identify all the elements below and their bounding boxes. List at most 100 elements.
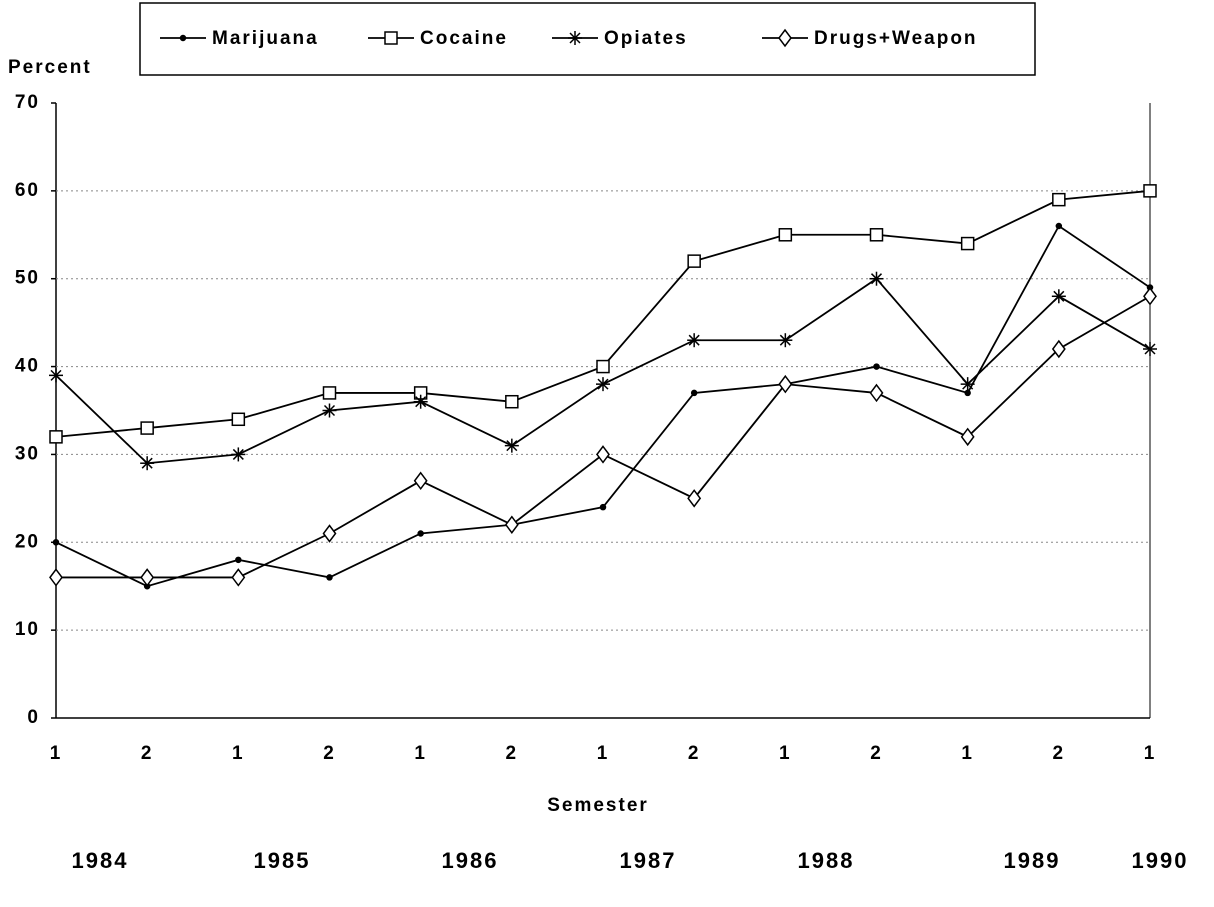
x-tick-label: 2 (870, 743, 883, 764)
marker-square (140, 421, 154, 435)
marker-asterisk (1144, 343, 1156, 355)
series-line (55, 189, 1151, 438)
year-label: 1985 (254, 848, 311, 873)
data-point (1051, 339, 1066, 359)
marker-square (49, 430, 63, 444)
data-point (869, 383, 884, 403)
data-point (504, 438, 519, 453)
marker-square (596, 359, 610, 374)
y-tick-label: 60 (15, 180, 40, 201)
series-line (56, 295, 1151, 579)
data-point (960, 427, 975, 447)
year-label: 1988 (798, 848, 855, 873)
data-point (322, 403, 337, 418)
year-label: 1984 (72, 848, 129, 873)
x-tick-label: 2 (141, 743, 154, 764)
year-label: 1986 (442, 848, 499, 873)
marker-diamond (413, 471, 428, 491)
data-point (49, 430, 63, 444)
data-point (873, 363, 880, 370)
data-point (140, 456, 155, 471)
data-point (869, 271, 884, 286)
legend-marker (384, 31, 398, 45)
data-point (52, 539, 60, 546)
data-point (869, 228, 884, 242)
x-tick-label: 2 (688, 743, 701, 764)
legend-label: Cocaine (420, 28, 508, 49)
data-point (596, 359, 610, 374)
marker-asterisk (688, 334, 700, 346)
series-line (55, 224, 1151, 588)
marker-asterisk (1053, 290, 1065, 302)
marker-diamond (140, 568, 155, 587)
legend-label: Marijuana (212, 28, 319, 49)
marker-dot (52, 539, 60, 546)
x-tick-label: 1 (597, 743, 610, 764)
data-point (778, 228, 793, 242)
legend-label: Opiates (604, 28, 688, 49)
marker-square (505, 394, 519, 409)
data-point (231, 447, 246, 462)
marker-square (778, 228, 793, 242)
marker-diamond (687, 489, 702, 508)
legend-box (139, 2, 1036, 76)
marker-dot (1055, 222, 1063, 230)
marker-square (231, 412, 246, 427)
marker-square (322, 386, 337, 400)
data-point (1143, 287, 1157, 306)
y-axis-label: Percent (8, 57, 92, 78)
y-tick-label: 40 (15, 356, 40, 377)
marker-dot (326, 574, 333, 581)
data-point (1143, 342, 1157, 356)
marker-diamond (869, 383, 884, 403)
legend-marker (179, 34, 187, 42)
x-tick-label: 1 (414, 743, 427, 764)
data-point (1143, 184, 1157, 198)
x-tick-label: 1 (50, 743, 63, 764)
data-point (231, 568, 246, 587)
marker-asterisk (506, 440, 518, 452)
x-tick-label: 1 (779, 743, 792, 764)
data-point (687, 254, 701, 268)
data-point (1052, 192, 1066, 207)
marker-square (869, 228, 884, 242)
data-point (322, 524, 337, 543)
x-axis-label: Semester (547, 795, 649, 816)
data-point (417, 530, 424, 537)
year-label: 1990 (1132, 848, 1189, 873)
marker-diamond (778, 28, 792, 48)
marker-asterisk (415, 396, 427, 408)
y-tick-label: 20 (15, 531, 40, 552)
data-point (778, 374, 793, 394)
marker-diamond (49, 568, 63, 587)
data-point (1051, 289, 1066, 304)
x-tick-label: 2 (506, 743, 519, 764)
marker-square (1052, 192, 1066, 207)
marker-dot (417, 530, 424, 537)
marker-asterisk (569, 32, 581, 44)
data-point (960, 377, 975, 392)
legend-marker (568, 31, 582, 45)
data-point (599, 503, 607, 511)
legend-label: Drugs+Weapon (814, 28, 978, 49)
marker-square (687, 254, 701, 268)
y-tick-label: 10 (15, 619, 40, 640)
data-point (413, 394, 428, 409)
marker-dot (235, 556, 242, 564)
data-point (140, 421, 154, 435)
marker-dot (179, 34, 187, 42)
data-point (140, 568, 155, 587)
marker-asterisk (962, 378, 974, 390)
data-point (687, 489, 702, 508)
marker-diamond (1051, 339, 1066, 359)
y-tick-label: 70 (15, 92, 40, 113)
data-point (778, 333, 793, 348)
legend-marker (778, 28, 792, 48)
marker-asterisk (50, 369, 62, 381)
marker-diamond (960, 427, 975, 447)
y-tick-label: 50 (15, 268, 40, 289)
data-point (690, 389, 698, 397)
data-point (505, 394, 519, 409)
data-point (687, 333, 702, 348)
